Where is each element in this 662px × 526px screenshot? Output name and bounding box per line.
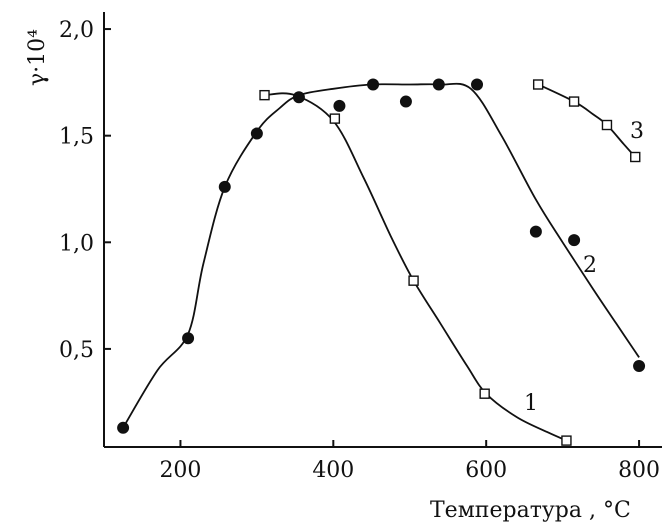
data-point-series-2	[633, 359, 646, 372]
data-point-series-3	[568, 96, 580, 107]
series-label-3: 3	[630, 119, 644, 144]
axes	[103, 12, 662, 448]
data-point-series-2	[218, 180, 231, 193]
data-point-series-2	[471, 78, 484, 91]
data-point-series-2	[117, 421, 130, 434]
data-point-series-2	[182, 332, 195, 345]
y-tick-label: 1,5	[59, 125, 94, 150]
data-point-series-2	[292, 91, 305, 104]
data-point-series-3	[630, 151, 641, 163]
data-point-series-3	[532, 79, 544, 90]
y-tick-label: 1,0	[59, 231, 94, 256]
data-point-series-3	[601, 119, 613, 131]
data-point-series-2	[529, 225, 542, 238]
x-axis-label: Температура , °С	[430, 498, 631, 523]
data-point-series-2	[432, 78, 445, 91]
series-points	[117, 78, 646, 446]
y-tick-label: 0,5	[59, 338, 94, 363]
data-point-series-1	[408, 275, 419, 286]
data-point-series-2	[250, 127, 263, 140]
series-line-3	[537, 83, 636, 158]
y-tick-label: 2,0	[59, 18, 94, 43]
ticks: 200 400 600 800 0,5 1,0 1,5 2,0	[59, 18, 660, 483]
series-label-1: 1	[524, 391, 538, 416]
x-tick-label: 200	[159, 458, 201, 483]
x-tick-label: 600	[465, 458, 507, 483]
data-point-series-2	[568, 234, 581, 247]
y-axis-label: γ·10⁴	[25, 29, 50, 86]
series-line-2	[122, 82, 640, 429]
data-point-series-1	[561, 435, 572, 446]
data-point-series-1	[329, 113, 341, 124]
data-point-series-2	[333, 99, 346, 112]
data-point-series-1	[259, 89, 270, 101]
data-point-series-1	[479, 388, 490, 399]
series-line-1	[264, 92, 567, 442]
series-lines	[122, 82, 640, 442]
x-tick-label: 800	[618, 458, 660, 483]
labels: γ·10⁴ Температура , °С 1 2 3	[25, 29, 644, 523]
data-point-series-2	[399, 95, 412, 108]
x-tick-label: 400	[312, 458, 354, 483]
data-point-series-2	[367, 78, 380, 91]
series-label-2: 2	[583, 253, 597, 278]
